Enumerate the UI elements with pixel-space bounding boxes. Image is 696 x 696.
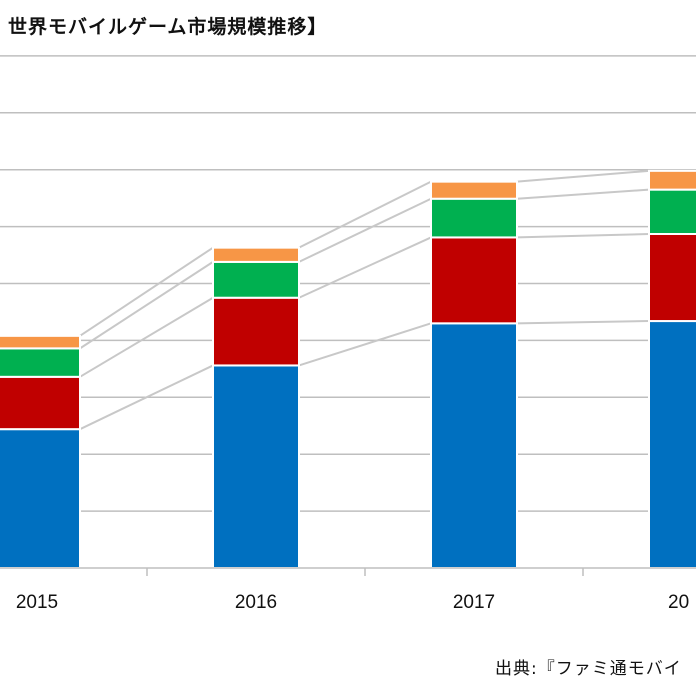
bar-segment xyxy=(430,236,518,325)
x-tick-label: 2016 xyxy=(235,592,277,613)
x-tick-label: 20 xyxy=(668,592,689,613)
bar-segment xyxy=(0,347,81,378)
connector-lines xyxy=(79,169,650,431)
bar-segment xyxy=(212,246,300,263)
gridlines xyxy=(0,55,696,512)
connector-line xyxy=(516,188,650,200)
connector-line xyxy=(516,169,650,183)
x-axis xyxy=(0,567,696,576)
bar-segment xyxy=(430,322,518,569)
bar-segment xyxy=(212,296,300,367)
connector-line xyxy=(79,246,214,337)
chart-title: 世界モバイルゲーム市場規模推移】 xyxy=(8,16,328,38)
x-tick-label: 2015 xyxy=(16,592,58,613)
connector-line xyxy=(516,320,650,325)
connector-line xyxy=(79,261,214,350)
connector-line xyxy=(79,364,214,431)
bar-segment xyxy=(648,188,696,235)
bar-segment xyxy=(0,428,81,569)
bar-segment xyxy=(0,334,81,350)
x-tick-label: 2017 xyxy=(453,592,495,613)
bar-segment xyxy=(212,364,300,569)
connector-line xyxy=(79,296,214,378)
bar-segment xyxy=(430,180,518,200)
connector-line xyxy=(516,232,650,239)
connector-line xyxy=(298,236,432,299)
bar-segment xyxy=(648,232,696,323)
bar-segment xyxy=(648,320,696,569)
bar-segment xyxy=(212,260,300,299)
bar-segment xyxy=(0,375,81,431)
connector-line xyxy=(298,197,432,263)
source-note: 出典:『ファミ通モバイ xyxy=(495,659,682,679)
bars xyxy=(0,169,696,569)
bar-segment xyxy=(430,197,518,239)
x-tick-labels: 2015 2016 2017 20 xyxy=(16,592,689,613)
connector-line xyxy=(298,322,432,367)
bar-segment xyxy=(648,169,696,191)
connector-line xyxy=(298,180,432,249)
